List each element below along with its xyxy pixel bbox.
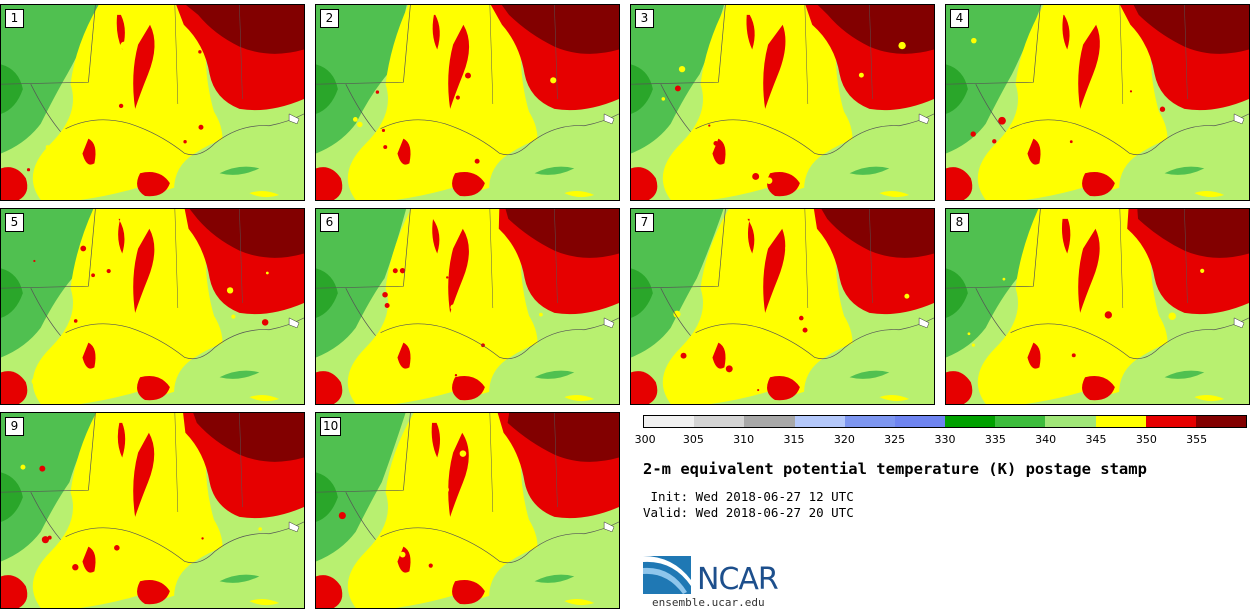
member-number-label: 10 — [320, 417, 342, 436]
colorbar-swatch — [1045, 416, 1096, 427]
map-image — [631, 5, 934, 200]
member-number-label: 7 — [635, 213, 654, 232]
member-number-label: 9 — [5, 417, 24, 436]
member-number-label: 4 — [950, 9, 969, 28]
colorbar-swatch — [945, 416, 996, 427]
ensemble-member-panel: 1 — [0, 4, 305, 201]
colorbar-tick-label: 355 — [1186, 433, 1208, 446]
map-image — [316, 413, 619, 608]
ncar-logo-text: NCAR — [697, 562, 779, 597]
colorbar-tick-label: 345 — [1085, 433, 1107, 446]
colorbar-swatch — [894, 416, 946, 427]
colorbar-swatch — [644, 416, 695, 427]
map-image — [1, 209, 304, 404]
colorbar-swatch — [1195, 416, 1247, 427]
map-image — [946, 209, 1249, 404]
plot-title: 2-m equivalent potential temperature (K)… — [643, 460, 1147, 478]
colorbar-tick-label: 335 — [984, 433, 1006, 446]
ensemble-member-panel: 4 — [945, 4, 1250, 201]
colorbar-tick-label: 350 — [1135, 433, 1157, 446]
colorbar-tick-label: 330 — [934, 433, 956, 446]
colorbar-swatch — [1145, 416, 1196, 427]
valid-time: Valid: Wed 2018-06-27 20 UTC — [643, 505, 854, 520]
colorbar-tick-label: 305 — [682, 433, 704, 446]
init-time: Init: Wed 2018-06-27 12 UTC — [643, 489, 854, 504]
colorbar-tick-label: 320 — [833, 433, 855, 446]
member-number-label: 5 — [5, 213, 24, 232]
ensemble-member-panel: 8 — [945, 208, 1250, 405]
colorbar-swatch — [1095, 416, 1146, 427]
colorbar-tick-label: 300 — [634, 433, 656, 446]
member-number-label: 8 — [950, 213, 969, 232]
colorbar-tick-label: 315 — [783, 433, 805, 446]
member-number-label: 3 — [635, 9, 654, 28]
map-image — [1, 413, 304, 608]
map-image — [631, 209, 934, 404]
map-image — [946, 5, 1249, 200]
ensemble-member-panel: 5 — [0, 208, 305, 405]
map-image — [316, 209, 619, 404]
member-number-label: 2 — [320, 9, 339, 28]
colorbar — [643, 415, 1247, 428]
colorbar-ticks: 300 305 310 315 320 325 330 335 340 345 350 355 — [635, 433, 1247, 447]
ensemble-member-panel: 3 — [630, 4, 935, 201]
colorbar-tick-label: 340 — [1035, 433, 1057, 446]
member-number-label: 6 — [320, 213, 339, 232]
colorbar-swatch — [995, 416, 1046, 427]
map-image — [1, 5, 304, 200]
colorbar-tick-label: 310 — [733, 433, 755, 446]
ncar-logo-icon — [643, 556, 691, 594]
colorbar-tick-label: 325 — [884, 433, 906, 446]
member-number-label: 1 — [5, 9, 24, 28]
ensemble-member-panel: 6 — [315, 208, 620, 405]
map-image — [316, 5, 619, 200]
colorbar-swatch — [844, 416, 895, 427]
ensemble-member-panel: 2 — [315, 4, 620, 201]
ensemble-member-panel: 7 — [630, 208, 935, 405]
ensemble-member-panel: 10 — [315, 412, 620, 609]
colorbar-swatch — [694, 416, 745, 427]
colorbar-swatch — [794, 416, 845, 427]
colorbar-swatch — [744, 416, 795, 427]
ensemble-member-panel: 9 — [0, 412, 305, 609]
ncar-url[interactable]: ensemble.ucar.edu — [652, 596, 765, 609]
